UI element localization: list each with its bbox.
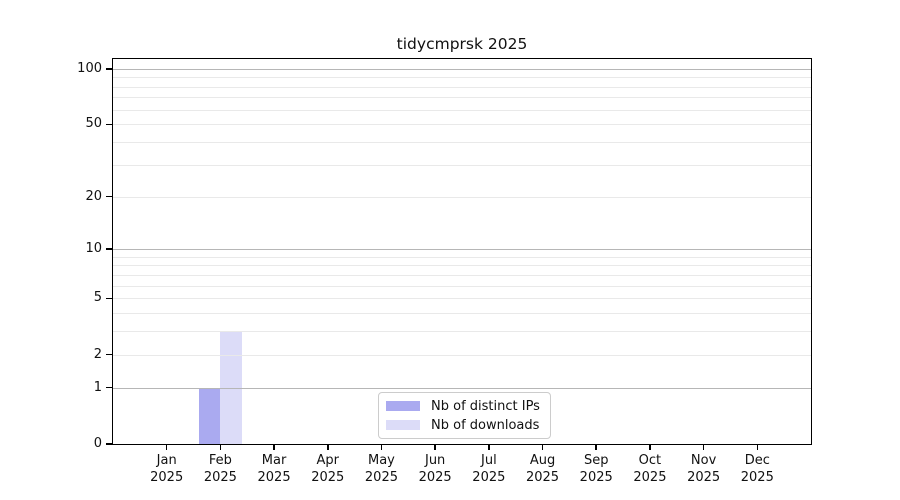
y-tick-mark <box>106 297 112 300</box>
x-tick-month: May <box>368 453 395 468</box>
x-tick-mark <box>488 445 490 450</box>
gridline-major <box>113 387 811 389</box>
x-tick-month: Aug <box>529 453 556 468</box>
x-tick-mark <box>380 445 383 450</box>
gridline-minor <box>113 77 811 79</box>
gridline-minor <box>113 86 811 88</box>
gridline-minor <box>113 274 811 276</box>
gridline-minor <box>113 124 811 126</box>
bar-nb-of-distinct-ips <box>198 387 221 444</box>
gridline-major <box>113 68 811 70</box>
x-tick-mark <box>165 445 168 450</box>
x-tick-year: 2025 <box>525 470 560 485</box>
gridline-minor <box>113 256 811 258</box>
x-tick-label: Apr 2025 <box>293 452 363 486</box>
y-tick-mark <box>106 353 112 356</box>
legend-item: Nb of distinct IPs <box>386 398 540 414</box>
x-tick-year: 2025 <box>311 470 345 485</box>
x-tick-year: 2025 <box>150 470 184 485</box>
gridline-minor <box>113 109 811 111</box>
y-tick-label: 20 <box>85 188 102 204</box>
x-tick-mark <box>326 445 329 450</box>
x-tick-mark <box>273 445 275 450</box>
gridline-major <box>113 249 811 251</box>
gridline-minor <box>113 331 811 333</box>
y-tick-label: 1 <box>93 379 102 395</box>
y-tick-mark <box>106 248 112 250</box>
x-tick-label: Sep 2025 <box>561 452 631 486</box>
x-tick-year: 2025 <box>687 470 721 485</box>
x-tick-label: Jan 2025 <box>132 452 202 486</box>
x-tick-label: Oct 2025 <box>615 452 685 486</box>
x-tick-month: Jan <box>156 453 177 468</box>
y-tick-label: 50 <box>85 116 102 132</box>
y-tick-mark <box>106 443 112 445</box>
gridline-minor <box>113 265 811 267</box>
gridline-minor <box>113 354 811 356</box>
x-tick-mark <box>595 445 598 450</box>
gridline-minor <box>113 196 811 198</box>
legend-swatch <box>386 420 420 430</box>
y-tick-mark <box>106 386 112 389</box>
chart-title: tidycmprsk 2025 <box>396 35 528 53</box>
x-tick-label: Dec 2025 <box>722 452 792 486</box>
x-tick-label: Nov 2025 <box>669 452 739 486</box>
legend: Nb of distinct IPs Nb of downloads <box>378 392 551 439</box>
x-tick-mark <box>756 445 759 450</box>
legend-item: Nb of downloads <box>386 417 540 433</box>
x-tick-month: Oct <box>638 453 662 468</box>
legend-label: Nb of distinct IPs <box>431 398 540 414</box>
y-tick-label: 0 <box>93 436 102 451</box>
x-tick-year: 2025 <box>579 470 613 485</box>
y-tick-label: 5 <box>93 290 102 306</box>
x-tick-year: 2025 <box>203 470 237 485</box>
x-tick-year: 2025 <box>364 470 398 485</box>
x-tick-label: Jun 2025 <box>400 452 470 486</box>
x-tick-month: Nov <box>690 453 717 468</box>
x-tick-mark <box>702 445 705 450</box>
plot-area <box>113 59 811 444</box>
legend-swatch <box>386 401 420 411</box>
legend-label: Nb of downloads <box>431 417 540 433</box>
x-tick-mark <box>649 445 651 450</box>
x-tick-label: Aug 2025 <box>508 452 578 486</box>
x-tick-label: Feb 2025 <box>185 452 255 486</box>
gridline-minor <box>113 97 811 99</box>
gridline-minor <box>113 142 811 144</box>
gridline-minor <box>113 285 811 287</box>
x-tick-month: Feb <box>208 453 232 468</box>
x-tick-month: Apr <box>316 453 340 468</box>
y-tick-mark <box>106 123 112 126</box>
y-tick-mark <box>106 195 112 198</box>
x-tick-month: Jul <box>481 453 497 468</box>
x-tick-label: Mar 2025 <box>239 452 309 486</box>
x-tick-year: 2025 <box>418 470 452 485</box>
x-tick-mark <box>219 445 222 450</box>
x-tick-month: Dec <box>744 453 770 468</box>
x-tick-mark <box>541 445 544 450</box>
gridline-minor <box>113 298 811 300</box>
y-tick-label: 2 <box>93 346 102 362</box>
x-tick-label: Jul 2025 <box>454 452 524 486</box>
x-tick-year: 2025 <box>472 470 506 485</box>
x-tick-month: Mar <box>261 453 287 468</box>
gridline-minor <box>113 164 811 166</box>
y-tick-mark <box>106 68 112 70</box>
x-tick-mark <box>434 445 436 450</box>
gridline-minor <box>113 313 811 315</box>
x-tick-year: 2025 <box>633 470 667 485</box>
x-tick-month: Sep <box>583 453 609 468</box>
x-tick-month: Jun <box>424 453 446 468</box>
x-tick-year: 2025 <box>740 470 774 485</box>
y-tick-label: 100 <box>77 60 102 76</box>
x-tick-year: 2025 <box>257 470 291 485</box>
x-tick-label: May 2025 <box>346 452 416 486</box>
y-tick-label: 10 <box>85 241 102 257</box>
